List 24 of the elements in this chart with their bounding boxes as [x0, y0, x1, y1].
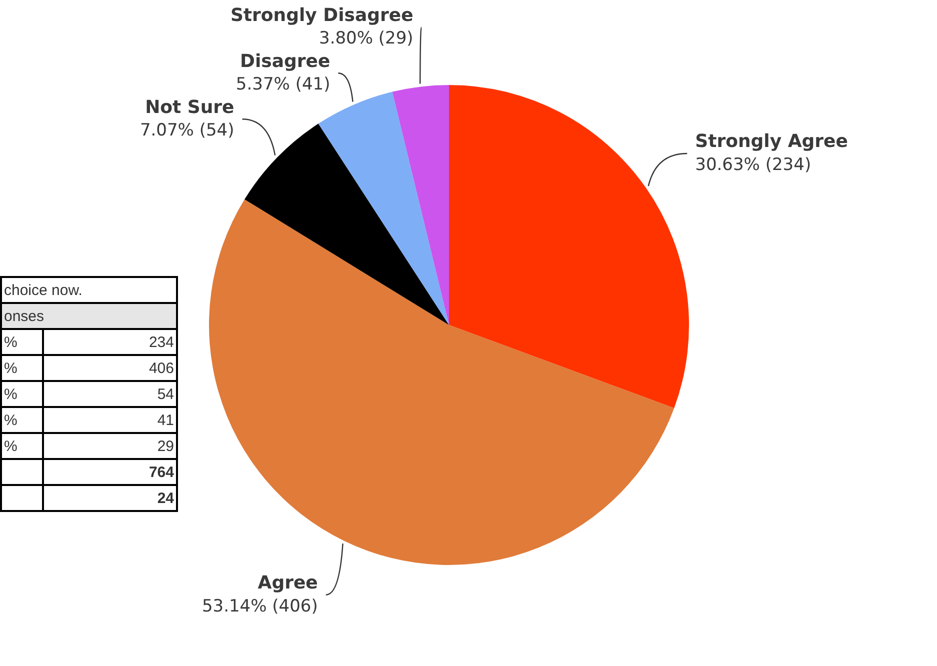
text: 54 — [43, 381, 177, 407]
text: 234 — [43, 329, 177, 355]
data-label: 5.37% (41) — [236, 74, 330, 95]
text: 24 — [43, 485, 177, 511]
slice-label: Disagree — [240, 50, 330, 72]
text: 764 — [43, 459, 177, 485]
text: % — [1, 407, 43, 433]
slice-label: Strongly Agree — [695, 131, 848, 152]
slice-label: Agree — [258, 572, 318, 594]
data-label: 3.80% (29) — [319, 28, 414, 49]
text: onses — [1, 303, 177, 329]
data-label: 53.14% (406) — [202, 596, 318, 616]
text: % — [1, 355, 43, 381]
slice-label: Strongly Disagree — [230, 4, 414, 26]
data-label: 30.63% (234) — [695, 154, 812, 175]
data-label: 7.07% (54) — [140, 120, 234, 141]
text: % — [1, 433, 43, 459]
text: 406 — [43, 355, 177, 381]
text: 41 — [43, 407, 177, 433]
slice-label: Not Sure — [145, 96, 234, 118]
text: choice now. — [1, 277, 177, 303]
text: % — [1, 329, 43, 355]
text: 29 — [43, 433, 177, 459]
text: % — [1, 381, 43, 407]
